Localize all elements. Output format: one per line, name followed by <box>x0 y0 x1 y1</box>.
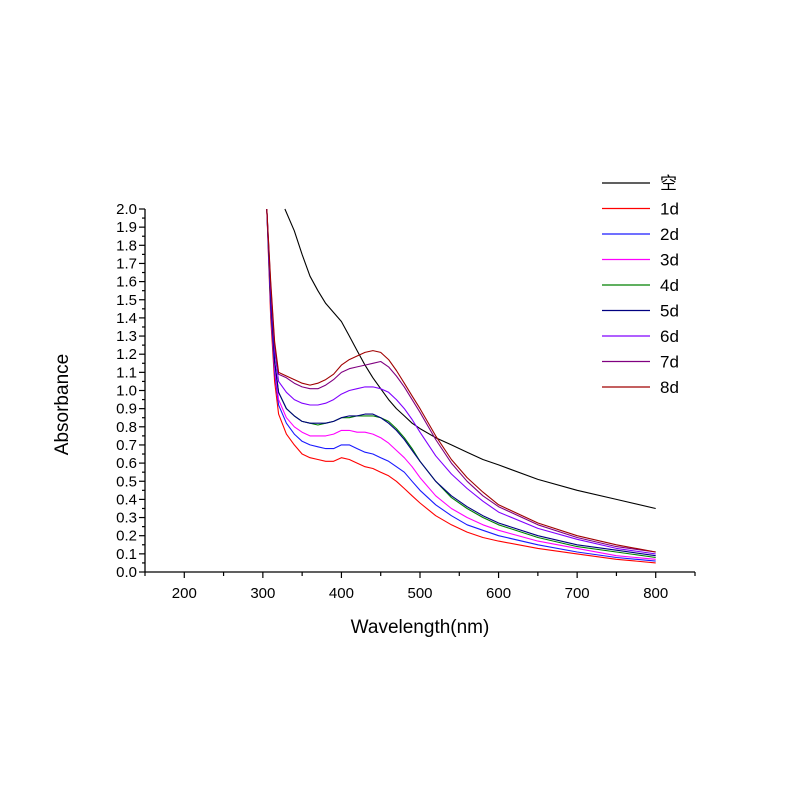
legend-label-7d: 7d <box>660 353 679 372</box>
y-tick-label: 0.4 <box>116 491 137 508</box>
y-tick-label: 2.0 <box>116 201 137 218</box>
y-tick-label: 1.7 <box>116 255 137 272</box>
series-layer <box>266 208 656 564</box>
legend: 空 1d 2d 3d 4d 5d 6d 7d 8d <box>602 174 679 397</box>
axes-layer <box>144 209 695 573</box>
y-tick-label: 0.0 <box>116 564 137 581</box>
y-tick-label: 1.1 <box>116 364 137 381</box>
series-line-6d <box>266 208 656 555</box>
y-axis-title: Absorbance <box>52 354 73 455</box>
y-tick-label: 1.9 <box>116 219 137 236</box>
legend-label-6d: 6d <box>660 327 679 346</box>
y-tick-label: 0.1 <box>116 546 137 563</box>
y-tick-label: 1.4 <box>116 310 137 327</box>
y-tick-label: 1.6 <box>116 274 137 291</box>
x-tick-label: 500 <box>407 585 432 602</box>
x-tick-label: 600 <box>486 585 511 602</box>
y-tick-label: 1.2 <box>116 346 137 363</box>
y-tick-label: 0.8 <box>116 419 137 436</box>
x-tick-label: 400 <box>329 585 354 602</box>
legend-label-8d: 8d <box>660 378 679 397</box>
y-tick-label: 0.5 <box>116 473 137 490</box>
series-line-blank <box>284 208 656 510</box>
ticks-layer: 200 300 400 500 600 700 8000.00.10.20.30.40.50… <box>116 201 696 602</box>
y-tick-label: 0.9 <box>116 401 137 418</box>
y-tick-label: 1.3 <box>116 328 137 345</box>
series-line-8d <box>266 208 656 553</box>
legend-label-2d: 2d <box>660 225 679 244</box>
y-tick-label: 1.5 <box>116 292 137 309</box>
y-tick-label: 0.6 <box>116 455 137 472</box>
x-tick-label: 200 <box>172 585 197 602</box>
series-line-4d <box>266 208 656 559</box>
legend-label-3d: 3d <box>660 251 679 270</box>
y-tick-label: 1.8 <box>116 237 137 254</box>
series-line-3d <box>266 208 656 560</box>
series-line-2d <box>266 208 656 562</box>
y-tick-label: 0.3 <box>116 510 137 527</box>
y-tick-label: 0.2 <box>116 528 137 545</box>
series-line-5d <box>266 208 656 557</box>
series-line-7d <box>266 208 656 553</box>
x-tick-label: 300 <box>250 585 275 602</box>
series-line-1d <box>266 208 656 564</box>
legend-label-blank: 空 <box>660 174 677 194</box>
legend-label-1d: 1d <box>660 200 679 219</box>
y-tick-label: 0.7 <box>116 437 137 454</box>
y-tick-label: 1.0 <box>116 383 137 400</box>
legend-label-4d: 4d <box>660 276 679 295</box>
x-tick-label: 800 <box>643 585 668 602</box>
legend-label-5d: 5d <box>660 302 679 321</box>
x-axis-title: Wavelength(nm) <box>351 617 490 638</box>
x-tick-label: 700 <box>565 585 590 602</box>
